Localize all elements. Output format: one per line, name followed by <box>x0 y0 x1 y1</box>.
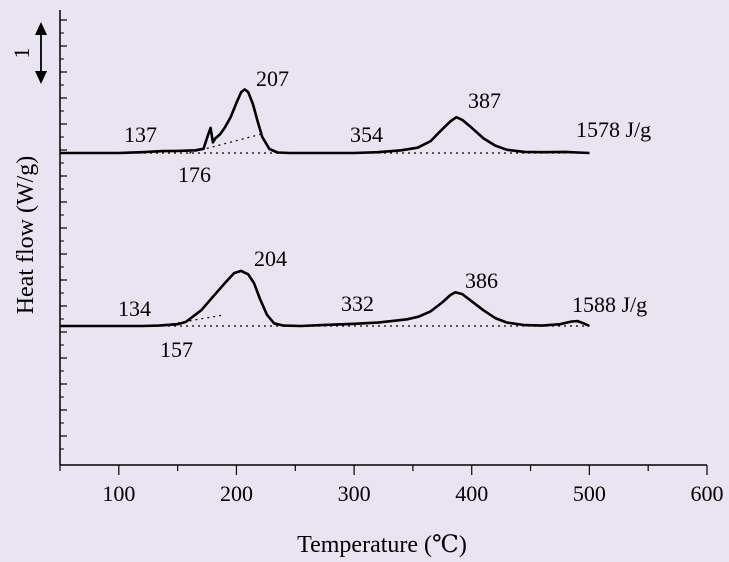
x-ticks: 100 200 300 400 500 600 <box>59 465 724 506</box>
arrow-head-up <box>35 22 47 35</box>
peak-annotation: 134 <box>118 296 151 321</box>
series-line <box>60 88 590 155</box>
axes <box>59 10 707 466</box>
peak-annotation: 157 <box>160 337 193 362</box>
annotations: 137 176 207 354 387 1578 J/g 134 157 204 332 386 15… <box>118 66 651 362</box>
x-tick-label: 500 <box>573 481 606 506</box>
x-axis-title: Temperature (℃) <box>297 532 467 558</box>
arrow-head-down <box>35 71 47 84</box>
peak-annotation: 137 <box>124 122 157 147</box>
x-tick-label: 300 <box>338 481 371 506</box>
baseline <box>159 314 225 327</box>
peak-annotation: 332 <box>341 291 374 316</box>
series-line <box>60 269 590 328</box>
heat-flow-arrow: 1 <box>9 22 47 84</box>
x-tick-label: 200 <box>220 481 253 506</box>
peak-annotation: 387 <box>468 88 501 113</box>
x-tick-label: 400 <box>455 481 488 506</box>
curves <box>60 88 590 328</box>
y-axis-title: Heat flow (W/g) <box>13 156 39 315</box>
peak-annotation: 386 <box>465 268 498 293</box>
peak-annotation: 1578 J/g <box>576 117 651 142</box>
peak-annotation: 176 <box>178 162 211 187</box>
x-tick-label: 600 <box>691 481 724 506</box>
peak-annotation: 354 <box>350 122 383 147</box>
peak-annotation: 204 <box>254 246 287 271</box>
peak-annotation: 1588 J/g <box>572 292 647 317</box>
peak-annotation: 207 <box>256 66 289 91</box>
x-tick-label: 100 <box>102 481 135 506</box>
arrow-label: 1 <box>9 48 34 59</box>
